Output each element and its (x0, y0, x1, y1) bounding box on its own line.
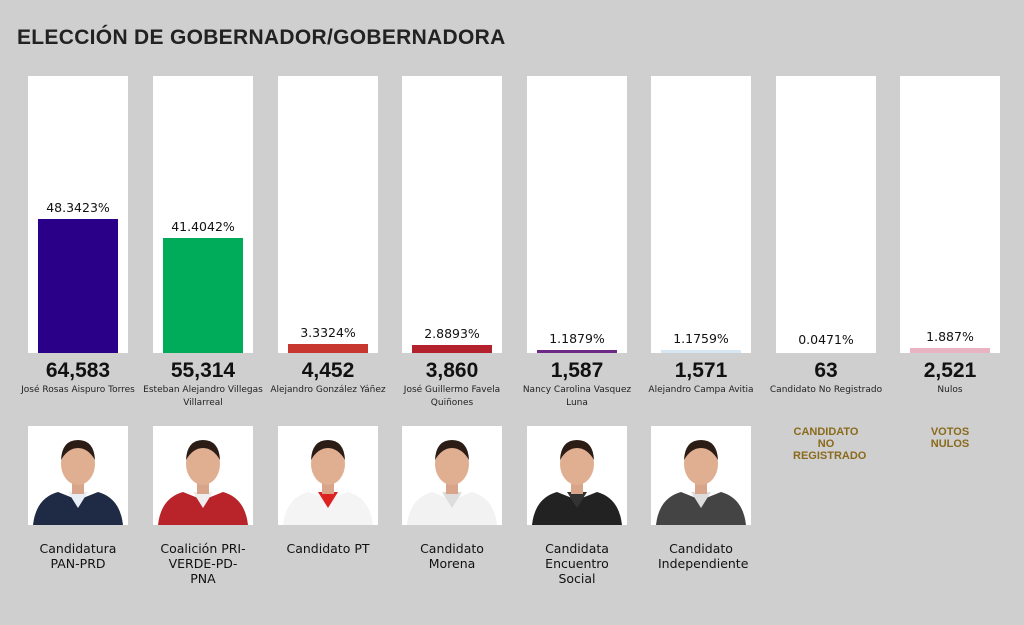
bar (288, 344, 368, 353)
bar (38, 219, 118, 353)
bar-background: 1.1879% (527, 76, 627, 353)
percentage-label: 41.4042% (171, 219, 235, 234)
bar (412, 345, 492, 353)
vote-count: 2,521 (923, 359, 977, 382)
bar-background: 3.3324% (278, 76, 378, 353)
candidate-photo (28, 426, 128, 525)
candidate-name: Alejandro González Yáñez (270, 385, 386, 395)
special-label: CANDIDATO NO REGISTRADO (793, 426, 867, 462)
candidate-name: Esteban Alejandro Villegas Villarreal (143, 385, 263, 408)
vote-count: 4,452 (301, 359, 355, 382)
bar-background: 0.0471% (776, 76, 876, 353)
candidate-name: Alejandro Campa Avitia (648, 385, 754, 395)
vote-count: 63 (814, 359, 838, 382)
bar-background: 1.887% (900, 76, 1000, 353)
percentage-label: 1.1759% (673, 331, 729, 346)
page-title: ELECCIÓN DE GOBERNADOR/GOBERNADORA (17, 26, 506, 49)
percentage-label: 3.3324% (300, 325, 356, 340)
party-label: Candidata Encuentro Social (545, 541, 609, 586)
candidate-photo (153, 426, 253, 525)
bar (786, 351, 866, 353)
percentage-label: 2.8893% (424, 326, 480, 341)
candidate-name: Nulos (937, 385, 963, 395)
candidate-photo (651, 426, 751, 525)
bar-background: 2.8893% (402, 76, 502, 353)
vote-count: 3,860 (425, 359, 479, 382)
bar-background: 1.1759% (651, 76, 751, 353)
bar (910, 348, 990, 353)
party-label: Coalición PRI-VERDE-PD-PNA (160, 541, 246, 586)
percentage-label: 1.1879% (549, 331, 605, 346)
vote-count: 55,314 (170, 359, 236, 382)
bar-background: 41.4042% (153, 76, 253, 353)
special-label: VOTOS NULOS (930, 426, 970, 450)
party-label: Candidato Morena (420, 541, 484, 571)
candidate-name: José Guillermo Favela Quiñones (403, 385, 501, 408)
percentage-label: 1.887% (926, 329, 974, 344)
candidate-name: Candidato No Registrado (769, 385, 883, 395)
candidate-photo (402, 426, 502, 525)
bar (537, 350, 617, 353)
percentage-label: 48.3423% (46, 200, 110, 215)
vote-count: 1,587 (550, 359, 604, 382)
party-label: Candidatura PAN-PRD (39, 541, 117, 571)
percentage-label: 0.0471% (798, 332, 854, 347)
candidate-name: Nancy Carolina Vasquez Luna (522, 385, 632, 408)
vote-count: 1,571 (674, 359, 728, 382)
party-label: Candidato PT (286, 541, 370, 556)
bar-background: 48.3423% (28, 76, 128, 353)
candidate-photo (527, 426, 627, 525)
party-label: Candidato Independiente (658, 541, 749, 571)
bar (163, 238, 243, 353)
candidate-photo (278, 426, 378, 525)
candidate-name: José Rosas Aispuro Torres (21, 385, 135, 395)
bar (661, 350, 741, 353)
vote-count: 64,583 (45, 359, 111, 382)
